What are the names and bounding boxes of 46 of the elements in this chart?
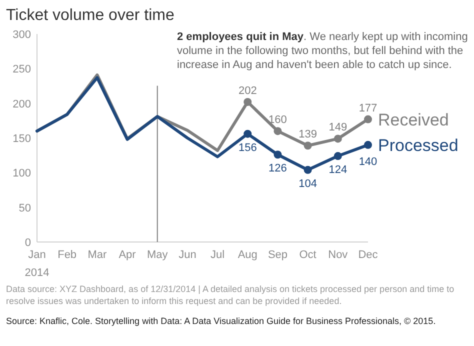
point <box>274 150 282 159</box>
data-label: 126 <box>268 162 287 175</box>
data-label: 140 <box>358 156 378 168</box>
x-tick-label: Dec <box>358 249 378 261</box>
point <box>304 166 312 174</box>
x-tick-label: Sep <box>268 249 288 261</box>
point <box>304 142 312 150</box>
x-tick-label: Oct <box>299 249 316 261</box>
annotation: 2 employees quit in May. We nearly kept up with incoming volume in the following two months, but fell behind with the increase in Aug and haven't been able to catch up since. <box>177 31 468 71</box>
y-tick-label: 200 <box>12 98 31 110</box>
point <box>334 152 342 160</box>
x-tick-label: Aug <box>238 249 258 261</box>
y-tick-label: 0 <box>24 237 31 249</box>
x-tick-label: Feb <box>58 249 77 261</box>
x-tick-label: Jan <box>28 249 46 261</box>
point <box>364 140 372 149</box>
x-tick-label: Mar <box>88 249 107 261</box>
data-label: 149 <box>328 122 348 134</box>
x-tick-label: May <box>146 249 168 261</box>
y-tick-label: 150 <box>12 133 31 145</box>
x-axis-title: 2014 <box>24 267 50 279</box>
x-tick-label: Jul <box>210 249 225 261</box>
series-label: Processed <box>378 136 458 155</box>
data-label: 202 <box>238 84 257 97</box>
point <box>364 115 372 124</box>
point <box>244 130 252 138</box>
y-tick-label: 250 <box>12 64 31 76</box>
x-tick-label: Apr <box>118 249 136 261</box>
y-tick-label: 300 <box>12 29 31 41</box>
point <box>274 127 282 136</box>
data-label: 104 <box>298 178 317 190</box>
x-tick-label: Jun <box>178 249 196 261</box>
data-label: 139 <box>298 128 317 141</box>
point <box>244 98 252 106</box>
source-note: Data source: XYZ Dashboard, as of 12/31/2014 | A detailed analysis on tickets processed per person and time to resolve issues was undertaken to inform this request and can be provided if needed. <box>6 284 454 306</box>
point <box>334 134 342 143</box>
source-note: Source: Knaflic, Cole. Storytelling with Data: A Data Visualization Guide for Business Professionals, © 2015. <box>6 316 436 326</box>
data-label: 177 <box>358 102 378 114</box>
data-label: 156 <box>238 142 257 154</box>
data-label: 160 <box>268 114 287 126</box>
series-label: Received <box>378 110 449 130</box>
y-tick-label: 100 <box>12 168 31 180</box>
x-tick-label: Nov <box>328 249 348 261</box>
chart-title: Ticket volume over time <box>6 7 174 24</box>
y-tick-label: 50 <box>18 202 31 214</box>
data-label: 124 <box>328 164 348 176</box>
